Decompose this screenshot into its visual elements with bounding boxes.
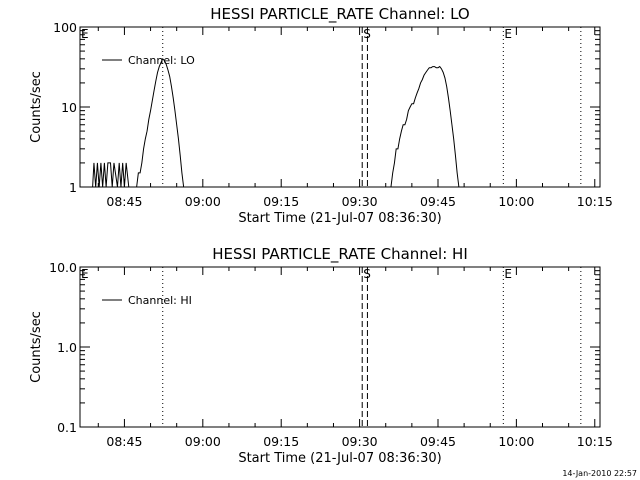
event-marker-label: S [363,27,371,41]
panel-lo-channel: HESSI PARTICLE_RATE Channel: LO Start Tim… [29,5,613,226]
x-tick-label: 09:15 [263,194,299,209]
event-marker-label: E [504,267,512,281]
y-tick-label: 10.0 [49,260,77,275]
y-axis-label: Counts/sec [29,311,44,383]
x-tick-label: 10:00 [498,434,534,449]
plot-timestamp: 14-Jan-2010 22:57 [562,469,637,478]
series-line [92,57,460,187]
y-tick-label: 0.1 [57,420,77,435]
x-tick-label: 09:15 [263,434,299,449]
event-marker-label: E [81,267,89,281]
y-tick-label: 1 [69,180,77,195]
x-tick-label: 10:00 [498,194,534,209]
x-axis-label: Start Time (21-Jul-07 08:36:30) [238,451,441,466]
legend-entry: Channel: HI [128,294,192,307]
x-tick-label: 09:30 [342,434,378,449]
x-tick-label: 08:45 [106,194,142,209]
x-tick-label: 08:45 [106,434,142,449]
y-axis-label: Counts/sec [29,71,44,143]
x-tick-label: 09:45 [420,434,456,449]
x-tick-label: 10:15 [577,434,613,449]
chart-title: HESSI PARTICLE_RATE Channel: HI [212,245,468,264]
x-tick-label: 09:00 [185,434,221,449]
chart-title: HESSI PARTICLE_RATE Channel: LO [210,5,469,24]
panel-hi-channel: HESSI PARTICLE_RATE Channel: HI Start Tim… [29,245,613,466]
x-axis-label: Start Time (21-Jul-07 08:36:30) [238,211,441,226]
x-tick-label: 09:00 [185,194,221,209]
y-tick-label: 10 [61,100,77,115]
x-tick-label: 09:30 [342,194,378,209]
x-tick-label: 09:45 [420,194,456,209]
event-marker-label: E [81,27,89,41]
y-tick-label: 100 [53,20,77,35]
x-tick-label: 10:15 [577,194,613,209]
plot-frame [79,266,601,428]
event-marker-label: E [504,27,512,41]
event-marker-label: S [363,267,371,281]
plot-frame [79,26,601,188]
y-tick-label: 1.0 [57,340,77,355]
